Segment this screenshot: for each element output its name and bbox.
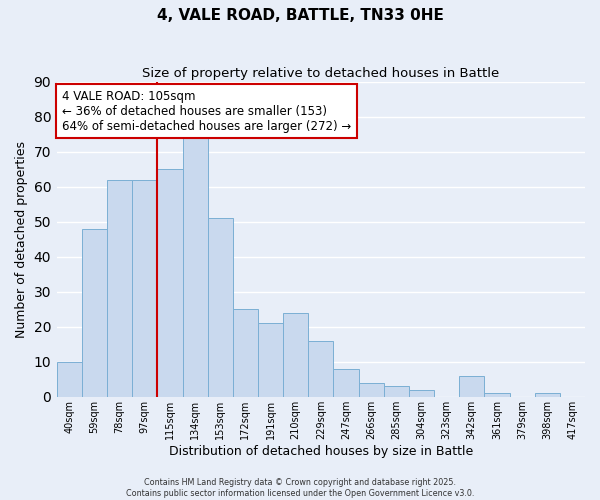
Bar <box>484 394 509 397</box>
Bar <box>359 383 384 397</box>
Bar <box>82 228 107 397</box>
Bar <box>535 394 560 397</box>
Bar <box>459 376 484 397</box>
Bar <box>107 180 132 397</box>
Bar <box>208 218 233 397</box>
Title: Size of property relative to detached houses in Battle: Size of property relative to detached ho… <box>142 68 499 80</box>
Y-axis label: Number of detached properties: Number of detached properties <box>15 140 28 338</box>
Bar <box>308 341 334 397</box>
X-axis label: Distribution of detached houses by size in Battle: Distribution of detached houses by size … <box>169 444 473 458</box>
Bar <box>409 390 434 397</box>
Bar <box>384 386 409 397</box>
Bar <box>157 169 182 397</box>
Bar <box>233 310 258 397</box>
Bar <box>334 369 359 397</box>
Text: 4 VALE ROAD: 105sqm
← 36% of detached houses are smaller (153)
64% of semi-detac: 4 VALE ROAD: 105sqm ← 36% of detached ho… <box>62 90 351 132</box>
Text: 4, VALE ROAD, BATTLE, TN33 0HE: 4, VALE ROAD, BATTLE, TN33 0HE <box>157 8 443 22</box>
Bar <box>258 324 283 397</box>
Bar <box>182 134 208 397</box>
Bar <box>57 362 82 397</box>
Bar <box>132 180 157 397</box>
Bar <box>283 313 308 397</box>
Text: Contains HM Land Registry data © Crown copyright and database right 2025.
Contai: Contains HM Land Registry data © Crown c… <box>126 478 474 498</box>
